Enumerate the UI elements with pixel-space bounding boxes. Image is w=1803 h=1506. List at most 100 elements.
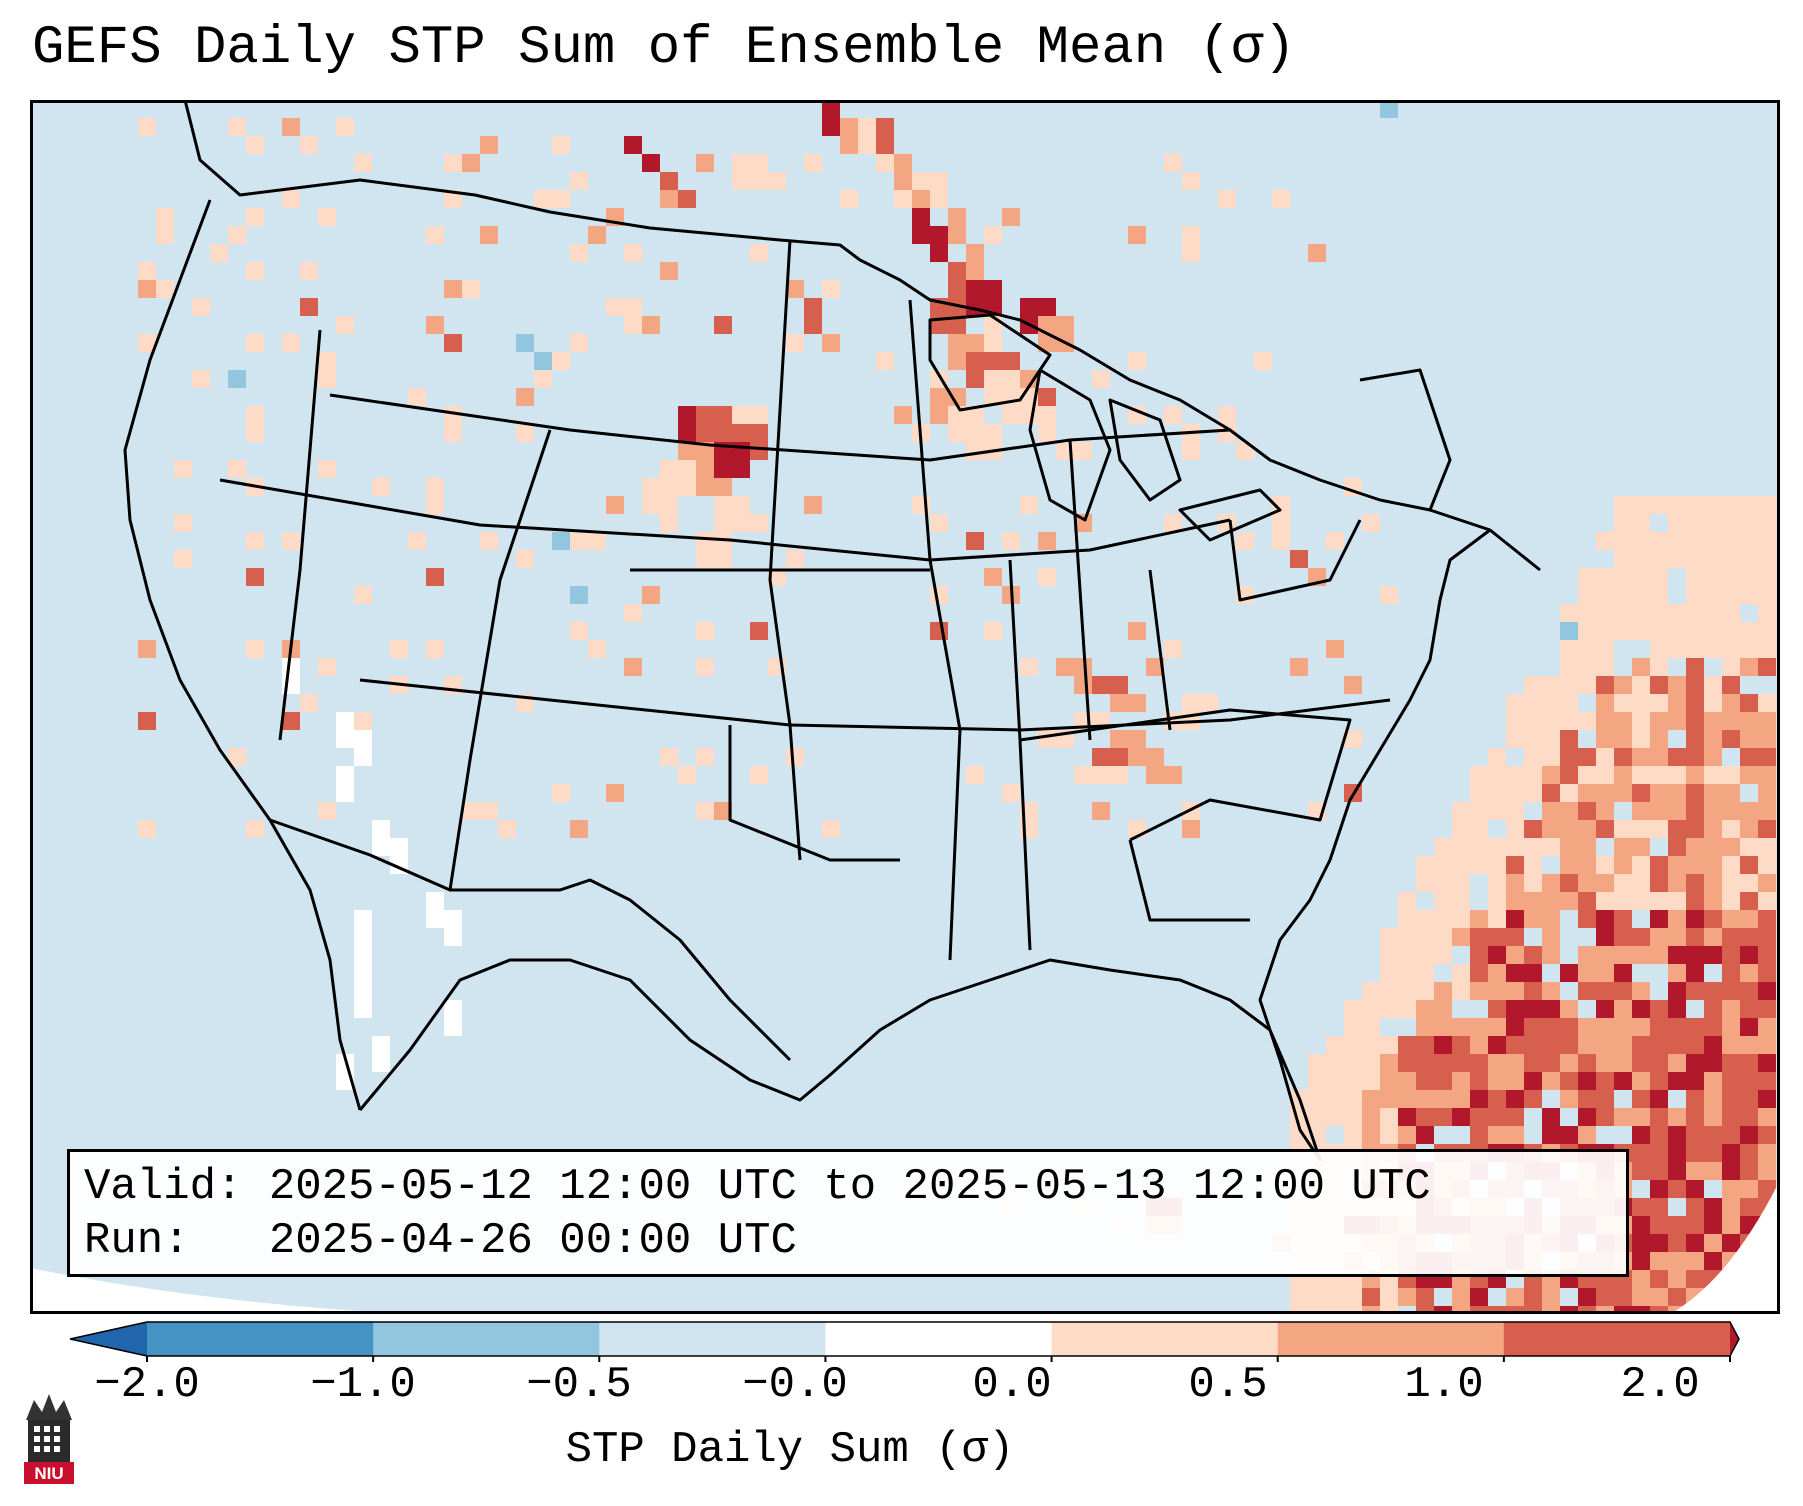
stp-cell [1596, 676, 1614, 694]
stp-cell [1542, 928, 1560, 946]
stp-cell [1596, 1108, 1614, 1126]
stp-cell [1434, 838, 1452, 856]
stp-cell [1704, 586, 1722, 604]
stp-cell [1650, 1306, 1668, 1314]
stp-cell [1452, 820, 1470, 838]
stp-cell [1506, 910, 1524, 928]
stp-cell [138, 712, 156, 730]
stp-cell [1740, 1018, 1758, 1036]
stp-cell [696, 154, 714, 172]
stp-cell [1596, 532, 1614, 550]
stp-cell [1380, 928, 1398, 946]
stp-cell [1542, 982, 1560, 1000]
stp-cell [1110, 766, 1128, 784]
stp-cell [1704, 946, 1722, 964]
stp-cell [1668, 784, 1686, 802]
stp-cell [1740, 892, 1758, 910]
stp-cell [426, 496, 444, 514]
stp-cell [1614, 928, 1632, 946]
stp-cell [1578, 1288, 1596, 1306]
stp-cell [1506, 766, 1524, 784]
stp-cell [534, 190, 552, 208]
stp-cell [1578, 802, 1596, 820]
stp-cell [1434, 892, 1452, 910]
stp-cell [1524, 838, 1542, 856]
stp-cell [732, 154, 750, 172]
stp-cell [1596, 802, 1614, 820]
stp-cell [1668, 1108, 1686, 1126]
stp-cell [1614, 1054, 1632, 1072]
stp-cell [642, 586, 660, 604]
stp-cell [1362, 1288, 1380, 1306]
stp-cell [1632, 1288, 1650, 1306]
stp-cell [1596, 1000, 1614, 1018]
stp-cell [660, 748, 678, 766]
stp-cell [1542, 766, 1560, 784]
stp-cell [948, 208, 966, 244]
stp-cell [1650, 658, 1668, 676]
stp-cell [156, 226, 174, 244]
stp-cell [1614, 676, 1632, 694]
stp-cell [426, 316, 444, 334]
stp-cell [1344, 730, 1362, 748]
stp-cell [804, 298, 822, 316]
stp-cell [1182, 172, 1200, 190]
stp-cell [1614, 532, 1632, 550]
stp-cell [1128, 226, 1146, 244]
border-line [768, 239, 802, 861]
stp-cell [1614, 820, 1632, 838]
stp-cell [1758, 784, 1776, 802]
stp-cell [1704, 1054, 1722, 1072]
stp-cell [1740, 568, 1758, 586]
stp-cell [1650, 1216, 1668, 1234]
stp-cell [1650, 1180, 1668, 1198]
stp-cell [336, 316, 354, 334]
stp-cell [1650, 676, 1668, 694]
stp-cell [444, 424, 462, 442]
stp-cell [1560, 1036, 1578, 1054]
stp-cell [426, 568, 444, 586]
stp-cell [1506, 1000, 1524, 1018]
stp-cell [1488, 1108, 1506, 1126]
stp-cell [1596, 892, 1614, 910]
colorbar-bin [825, 1322, 1053, 1356]
stp-cell [1488, 1000, 1506, 1018]
stp-cell [1704, 640, 1722, 658]
colorbar-tick-label: −0.0 [742, 1360, 848, 1410]
stp-cell [336, 766, 354, 802]
stp-cell [1362, 1054, 1380, 1072]
stp-cell [1650, 1144, 1668, 1162]
stp-cell [1560, 748, 1578, 766]
stp-cell [1722, 676, 1740, 694]
stp-cell [1272, 514, 1290, 532]
stp-cell [1722, 1198, 1740, 1216]
stp-cell [1704, 1144, 1722, 1162]
stp-cell [696, 658, 714, 676]
stp-cell [1560, 1306, 1578, 1314]
stp-cell [1722, 1234, 1740, 1252]
stp-cell [1722, 892, 1740, 910]
stp-cell [1542, 1018, 1560, 1036]
stp-cell [1704, 1108, 1722, 1126]
stp-cell [1632, 982, 1650, 1000]
stp-cell [1704, 928, 1722, 946]
stp-cell [1668, 820, 1686, 838]
stp-cell [1632, 1108, 1650, 1126]
stp-cell [1578, 820, 1596, 838]
stp-cell [1470, 838, 1488, 856]
stp-cell [1722, 928, 1740, 946]
stp-cell [1704, 1198, 1722, 1216]
stp-cell [1650, 748, 1668, 766]
stp-cell [1686, 1108, 1704, 1126]
stp-cell [714, 496, 750, 532]
stp-cell [1614, 964, 1632, 982]
stp-cell [750, 172, 768, 190]
stp-cell [1344, 1036, 1362, 1054]
stp-cell [1686, 1198, 1704, 1216]
valid-run-box: Valid: 2025-05-12 12:00 UTC to 2025-05-1… [67, 1149, 1629, 1277]
stp-cell [1452, 928, 1470, 946]
border-line [278, 329, 322, 741]
stp-cell [1416, 1072, 1434, 1090]
stp-cell [516, 334, 534, 352]
stp-cell [336, 712, 354, 748]
